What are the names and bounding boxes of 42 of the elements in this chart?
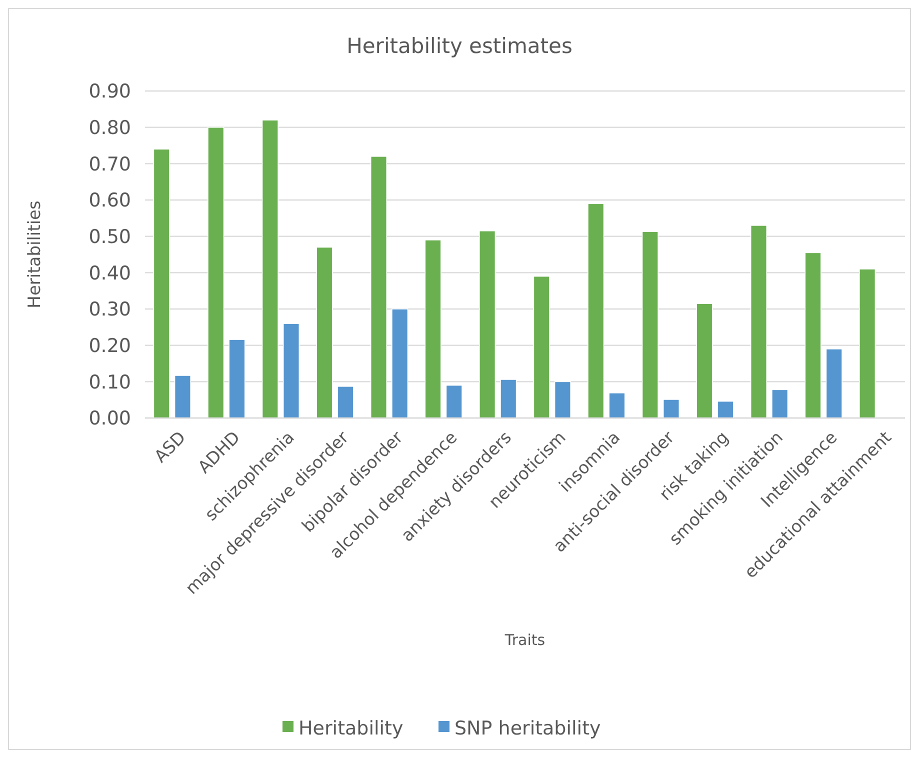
x-axis-title: Traits	[504, 631, 546, 649]
y-tick-label: 0.90	[88, 80, 131, 103]
legend-label: Heritability	[298, 718, 404, 740]
bar	[554, 381, 571, 418]
y-tick-label: 0.50	[88, 226, 131, 248]
bar	[282, 323, 300, 418]
bar	[424, 240, 442, 418]
bar	[750, 225, 768, 418]
bar	[316, 246, 333, 418]
y-tick-label: 0.70	[88, 153, 131, 176]
bar	[696, 303, 713, 418]
bar	[804, 252, 822, 418]
y-tick-label: 0.40	[88, 262, 131, 284]
y-tick-label: 0.30	[88, 298, 131, 321]
bar	[262, 120, 278, 418]
y-tick-label: 0.20	[88, 334, 131, 357]
bar	[337, 386, 354, 418]
bar	[662, 399, 680, 418]
legend-label: SNP heritability	[454, 718, 601, 740]
y-axis-title: Heritabilities	[25, 200, 45, 308]
bar	[153, 148, 170, 418]
y-tick-label: 0.10	[88, 371, 131, 394]
y-tick-label: 0.60	[88, 190, 131, 212]
bar	[859, 268, 876, 418]
bar	[446, 384, 462, 418]
bar	[392, 308, 408, 418]
bar	[826, 348, 842, 418]
bar	[228, 339, 246, 418]
bar	[174, 375, 191, 418]
bar	[208, 126, 224, 418]
bar	[588, 203, 604, 418]
chart-title: Heritability estimates	[346, 34, 572, 58]
bar	[479, 230, 496, 418]
bar	[533, 276, 550, 418]
y-tick-label: 0.80	[88, 116, 131, 139]
bar	[370, 156, 388, 418]
bar	[772, 389, 788, 418]
bar	[717, 400, 734, 418]
bar	[642, 231, 658, 418]
bar	[608, 392, 626, 418]
bar	[500, 379, 517, 418]
y-tick-label: 0.00	[88, 408, 131, 430]
